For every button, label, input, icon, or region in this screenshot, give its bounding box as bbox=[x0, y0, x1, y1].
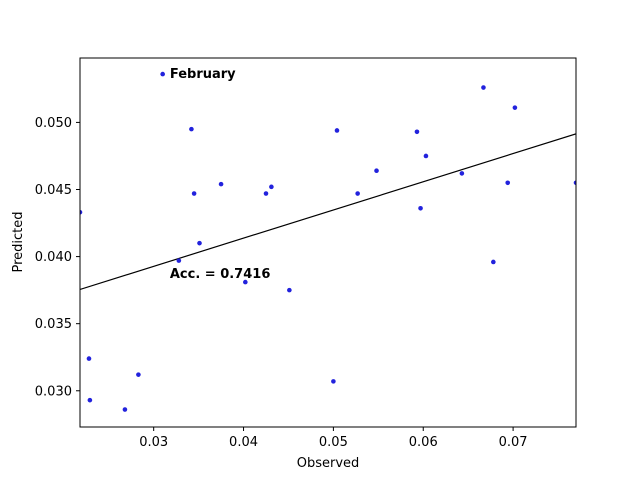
y-tick-label: 0.040 bbox=[35, 250, 72, 265]
data-point bbox=[263, 191, 269, 196]
x-tick-label: 0.04 bbox=[229, 435, 258, 450]
y-axis-label: Predicted bbox=[11, 211, 26, 272]
data-point bbox=[243, 279, 248, 285]
y-tick-label: 0.035 bbox=[35, 317, 72, 332]
data-point bbox=[331, 379, 336, 384]
data-point bbox=[374, 168, 379, 174]
x-tick-label: 0.03 bbox=[139, 435, 168, 450]
data-point bbox=[218, 181, 224, 187]
plot-frame bbox=[79, 57, 577, 428]
data-point bbox=[197, 240, 202, 246]
data-point bbox=[136, 372, 141, 377]
annotation-label: Acc. = 0.7416 bbox=[170, 267, 271, 282]
data-point bbox=[505, 180, 511, 186]
fit-line bbox=[80, 133, 576, 291]
data-point bbox=[334, 128, 340, 133]
data-point bbox=[355, 191, 360, 196]
y-tick-label: 0.030 bbox=[35, 384, 72, 399]
data-point bbox=[189, 126, 194, 132]
x-tick-label: 0.06 bbox=[409, 435, 438, 450]
data-point bbox=[287, 287, 292, 293]
x-axis-label: Observed bbox=[297, 456, 360, 471]
data-point bbox=[423, 153, 429, 159]
data-point bbox=[459, 171, 465, 176]
data-point bbox=[191, 191, 197, 196]
data-point bbox=[418, 205, 423, 211]
data-point bbox=[87, 397, 93, 403]
data-point bbox=[86, 356, 92, 361]
data-point bbox=[414, 129, 420, 135]
x-tick-label: 0.05 bbox=[319, 435, 348, 450]
data-point bbox=[160, 71, 165, 77]
annotation-label: February bbox=[170, 67, 236, 82]
data-point bbox=[573, 180, 576, 186]
x-tick-label: 0.07 bbox=[499, 435, 528, 450]
data-point bbox=[512, 105, 518, 110]
data-point bbox=[80, 210, 83, 215]
data-point bbox=[122, 407, 128, 412]
y-tick-label: 0.050 bbox=[35, 116, 72, 131]
data-point bbox=[481, 85, 486, 90]
data-point bbox=[491, 259, 496, 265]
data-point bbox=[176, 258, 182, 263]
data-point bbox=[269, 184, 274, 190]
y-tick-label: 0.045 bbox=[35, 183, 72, 198]
